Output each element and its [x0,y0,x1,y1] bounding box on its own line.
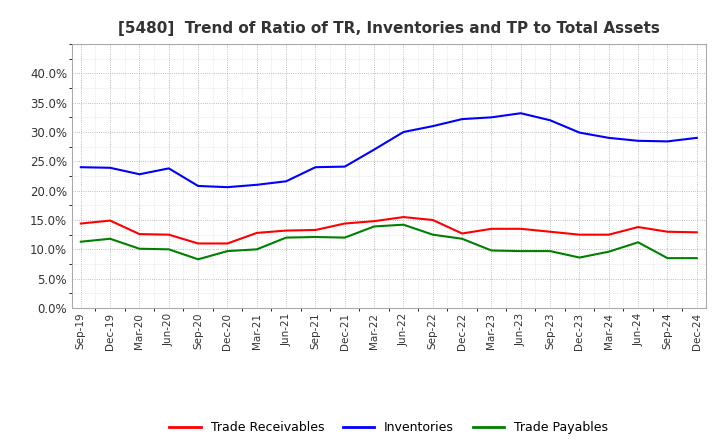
Inventories [164,166,173,171]
Trade Payables [282,235,290,240]
Trade Receivables [370,219,379,224]
Trade Payables [605,249,613,254]
Inventories [194,183,202,189]
Legend: Trade Receivables, Inventories, Trade Payables: Trade Receivables, Inventories, Trade Pa… [164,416,613,439]
Inventories [311,165,320,170]
Trade Payables [399,222,408,227]
Trade Receivables [458,231,467,236]
Trade Payables [546,249,554,254]
Trade Payables [634,240,642,245]
Trade Receivables [428,217,437,223]
Trade Receivables [311,227,320,233]
Inventories [76,165,85,170]
Trade Payables [516,249,525,254]
Inventories [605,135,613,140]
Trade Payables [458,236,467,242]
Trade Payables [663,256,672,261]
Trade Receivables [399,214,408,220]
Inventories [106,165,114,170]
Inventories [693,135,701,140]
Inventories [341,164,349,169]
Trade Payables [164,247,173,252]
Trade Receivables [76,221,85,226]
Trade Receivables [282,228,290,233]
Inventories [370,147,379,152]
Trade Receivables [634,224,642,230]
Inventories [663,139,672,144]
Trade Receivables [546,229,554,235]
Trade Payables [370,224,379,229]
Trade Payables [253,247,261,252]
Inventories [516,110,525,116]
Inventories [399,129,408,135]
Trade Receivables [164,232,173,237]
Trade Receivables [487,226,496,231]
Trade Payables [194,257,202,262]
Line: Trade Payables: Trade Payables [81,225,697,259]
Trade Payables [311,235,320,240]
Trade Payables [76,239,85,244]
Inventories [223,184,232,190]
Trade Receivables [516,226,525,231]
Trade Receivables [693,230,701,235]
Trade Payables [223,249,232,254]
Inventories [428,124,437,129]
Trade Payables [341,235,349,240]
Inventories [282,179,290,184]
Trade Receivables [135,231,144,237]
Trade Payables [135,246,144,251]
Trade Receivables [663,229,672,235]
Inventories [458,117,467,122]
Trade Payables [487,248,496,253]
Line: Trade Receivables: Trade Receivables [81,217,697,243]
Inventories [546,117,554,123]
Title: [5480]  Trend of Ratio of TR, Inventories and TP to Total Assets: [5480] Trend of Ratio of TR, Inventories… [118,21,660,36]
Trade Receivables [223,241,232,246]
Inventories [253,182,261,187]
Inventories [634,138,642,143]
Trade Receivables [106,218,114,223]
Trade Receivables [253,230,261,235]
Trade Payables [693,256,701,261]
Trade Receivables [575,232,584,237]
Trade Receivables [605,232,613,237]
Inventories [487,115,496,120]
Inventories [135,172,144,177]
Inventories [575,130,584,135]
Trade Payables [428,232,437,237]
Trade Receivables [341,221,349,226]
Trade Payables [575,255,584,260]
Line: Inventories: Inventories [81,113,697,187]
Trade Payables [106,236,114,242]
Trade Receivables [194,241,202,246]
